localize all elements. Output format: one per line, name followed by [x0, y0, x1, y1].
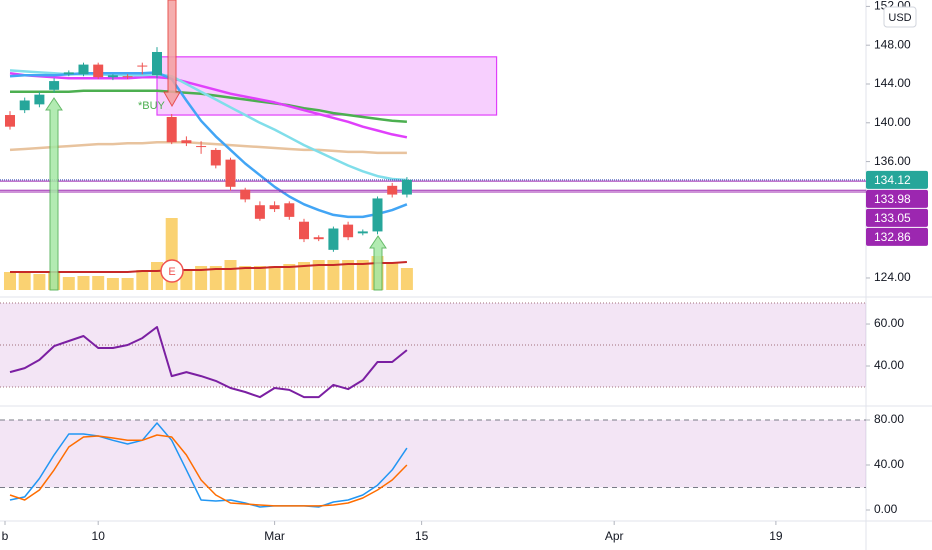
volume-bar — [62, 277, 75, 290]
volume-bar — [386, 262, 399, 290]
y-tick-label: 140.00 — [874, 115, 911, 129]
price-label: 132.86 — [874, 230, 911, 244]
volume-bar — [18, 272, 31, 290]
moving-average-line — [9, 71, 408, 219]
price-label: 133.98 — [874, 192, 911, 206]
candle-body — [269, 205, 280, 210]
y-tick-label: 60.00 — [874, 316, 904, 330]
price-zone — [156, 56, 498, 116]
candle-body — [328, 228, 339, 250]
candle-body — [372, 198, 383, 232]
volume-bar — [33, 274, 46, 290]
volume-bar — [151, 262, 164, 290]
volume-bar — [106, 278, 119, 290]
volume-bar — [239, 266, 252, 290]
volume-bar — [356, 260, 369, 290]
candle-body — [78, 64, 89, 75]
x-tick-label: b — [2, 529, 9, 543]
candle-body — [93, 64, 104, 78]
y-tick-label: 148.00 — [874, 37, 911, 51]
price-label-box — [866, 189, 928, 208]
y-tick-label: 0.00 — [874, 502, 898, 516]
volume-bar — [298, 262, 311, 290]
candle-body — [122, 76, 133, 78]
price-label-box — [866, 208, 928, 227]
y-tick-label: 40.00 — [874, 457, 904, 471]
volume-bar — [136, 270, 149, 290]
candle-body — [284, 203, 295, 217]
candle-body — [49, 81, 60, 90]
volume-ma-line — [10, 261, 407, 273]
volume-bar — [327, 260, 340, 290]
stoch-line — [9, 422, 408, 508]
earnings-label: E — [168, 266, 175, 278]
background-layer — [0, 56, 866, 488]
candle-body — [313, 237, 324, 240]
x-tick-label: Mar — [264, 529, 285, 543]
sell-arrow — [163, 0, 181, 108]
currency-box — [883, 6, 917, 28]
candle-body — [357, 231, 368, 234]
price-label: 133.05 — [874, 211, 911, 225]
currency-label: USD — [888, 12, 911, 24]
volume-bar — [342, 260, 355, 290]
volume-bar — [400, 268, 413, 290]
moving-average-line — [9, 140, 407, 155]
candle-body — [181, 140, 192, 144]
volume-bar — [180, 270, 193, 290]
candle-body — [343, 224, 354, 238]
volume-bar — [283, 264, 296, 290]
volume-bar — [253, 266, 266, 290]
earnings-marker — [160, 259, 184, 283]
volume-bar — [195, 266, 208, 290]
price-label-box — [866, 227, 928, 246]
candle-body — [34, 94, 45, 105]
candle-body — [166, 116, 177, 143]
candle-body — [225, 159, 236, 187]
volume-bar — [312, 260, 325, 290]
moving-average-line — [9, 72, 408, 139]
candle-body — [299, 221, 310, 240]
candle-body — [240, 189, 251, 200]
candle-body — [254, 205, 265, 219]
candle-body — [107, 75, 118, 78]
stoch-line — [9, 434, 408, 507]
volume-bar — [209, 266, 222, 290]
volume-bar — [268, 266, 281, 290]
volume-bar — [224, 260, 237, 290]
buy-arrow — [45, 97, 63, 291]
buy-arrow — [369, 235, 387, 291]
rsi-line — [9, 326, 408, 399]
candle-body — [19, 100, 30, 111]
y-tick-label: 40.00 — [874, 358, 904, 372]
candle-body — [152, 51, 163, 76]
price-label: 134.12 — [874, 173, 911, 187]
candle-body — [63, 72, 74, 75]
x-tick-label: 19 — [769, 529, 783, 543]
candle-body — [387, 185, 398, 195]
candle-body — [137, 65, 148, 67]
candle-body — [210, 149, 221, 166]
candle-body — [4, 115, 15, 127]
y-tick-label: 136.00 — [874, 154, 911, 168]
x-tick-label: 15 — [415, 529, 429, 543]
y-tick-label: 80.00 — [874, 412, 904, 426]
volume-bar — [121, 278, 134, 290]
price-label-box — [866, 170, 928, 189]
volume-bar — [92, 276, 105, 290]
candle-body — [401, 179, 412, 195]
signal-label: *BUY — [138, 100, 166, 112]
x-tick-label: 10 — [92, 529, 106, 543]
x-tick-label: Apr — [605, 529, 624, 543]
volume-bar — [77, 276, 90, 290]
signal-arrows — [45, 0, 387, 291]
indicator-band — [0, 420, 866, 488]
y-tick-label: 124.00 — [874, 270, 911, 284]
volume-bar — [3, 272, 16, 290]
candle-body — [196, 146, 207, 148]
y-tick-label: 144.00 — [874, 76, 911, 90]
